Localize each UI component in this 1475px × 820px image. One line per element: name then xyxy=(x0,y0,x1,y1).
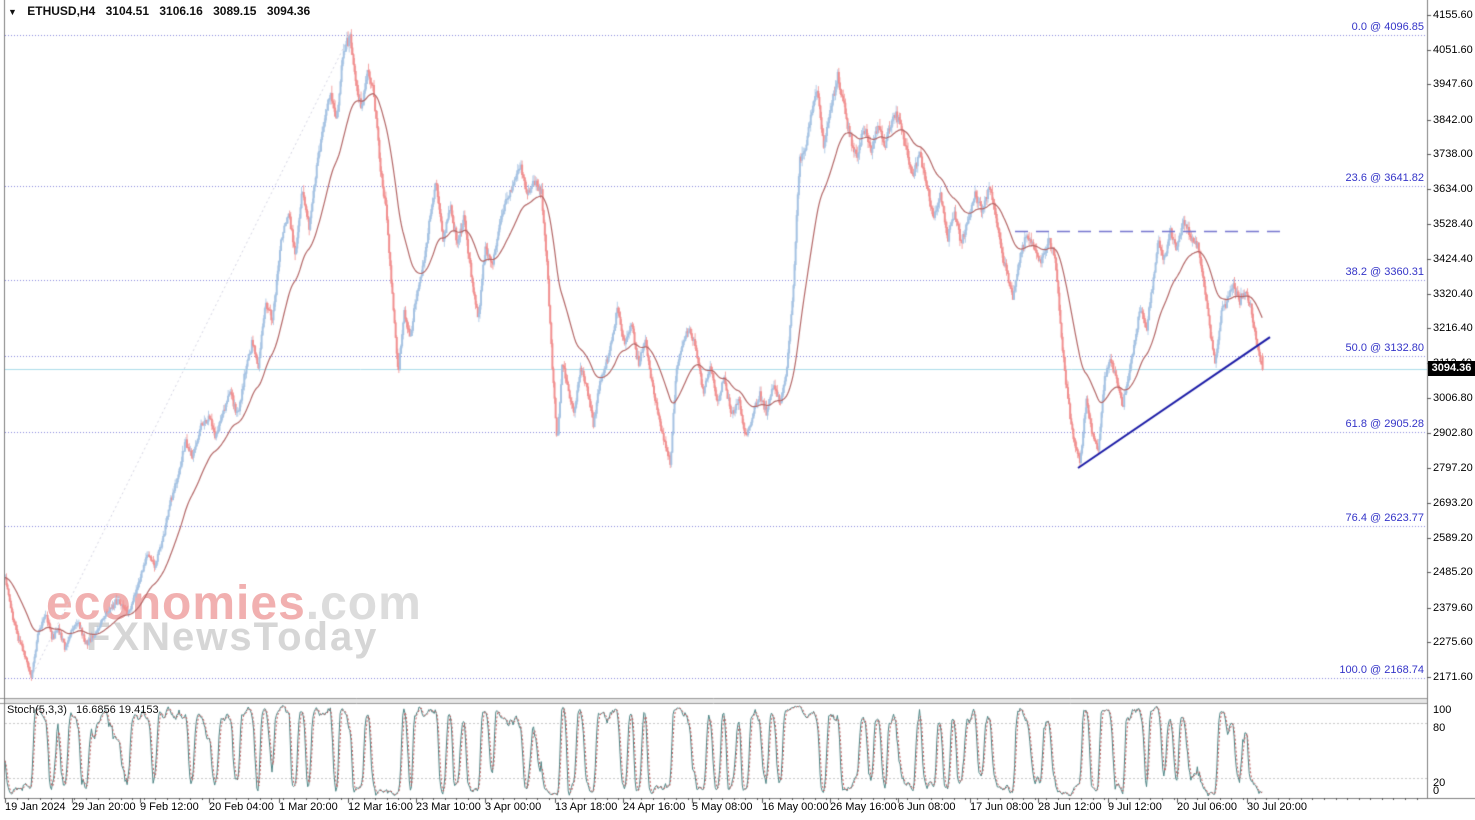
chevron-down-icon[interactable]: ▼ xyxy=(8,7,17,17)
